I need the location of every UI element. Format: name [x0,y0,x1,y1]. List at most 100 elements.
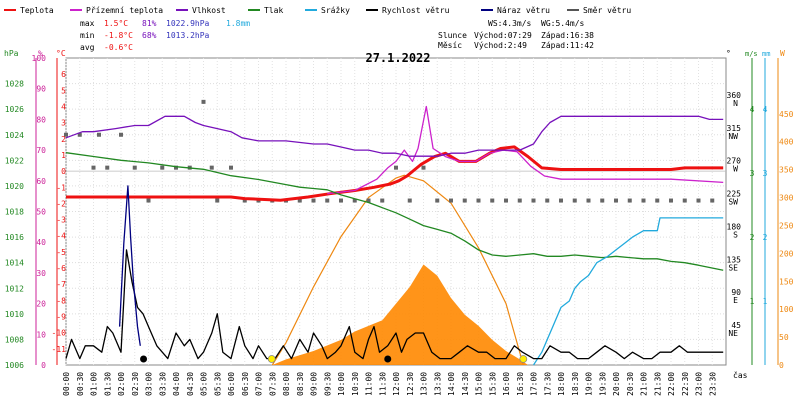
tick-time: 03:00 [145,372,154,396]
moon-marker [384,355,392,363]
tick-time: 01:30 [103,372,112,396]
tick-hpa: 1028 [5,80,24,89]
tick-humidity: 70 [36,146,46,155]
tick-hpa: 1006 [5,361,24,370]
moonset: Západ:11:42 [541,41,594,50]
tick-temp: -3 [56,216,66,225]
sunrise: Východ:07:29 [474,31,532,40]
tick-humidity: 0 [41,361,46,370]
tick-time: 18:00 [557,372,566,396]
legend: Teplota Přízemní teplota Vlhkost Tlak Srážky… [4,6,631,15]
tick-time: 18:30 [571,372,580,396]
tick-time: 09:30 [323,372,332,396]
tick-solar: 400 [779,138,794,147]
stats-block: max 1.5°C 81% 1022.9hPa 1.8mm min -1.8°C 68% 101… [80,19,250,52]
tick-time: 11:00 [365,372,374,396]
tick-temp: -9 [56,313,66,322]
stats-avg-temp: -0.6°C [104,43,133,52]
tick-wind-deg: 270 [727,157,742,166]
wind-dir-point [449,198,453,203]
chart-title-date: 27.1.2022 [365,51,430,65]
legend-label: Přízemní teplota [86,6,163,15]
wind-speed-info: WS:4.3m/s [488,19,532,28]
tick-time: 13:00 [420,372,429,396]
tick-time: 21:30 [653,372,662,396]
tick-temp: 3 [61,119,66,128]
tick-time: 19:30 [598,372,607,396]
tick-wind-label: NW [728,132,738,141]
wind-dir-point [201,99,206,104]
legend-label: Srážky [321,6,350,15]
series-tlak [65,152,724,271]
tick-hpa: 1008 [5,335,24,344]
series-teplota [66,145,724,202]
wind-dir-point [174,165,178,170]
tick-time: 12:30 [406,372,415,396]
tick-humidity: 80 [36,115,46,124]
sun-marker [519,355,528,363]
tick-time: 04:00 [172,372,181,396]
sun-label: Slunce [438,31,467,40]
sun-marker [267,355,276,363]
legend-label: Náraz větru [497,6,550,15]
wind-dir-point [559,198,563,203]
tick-time: 10:30 [351,372,360,396]
tick-wind-ms: 2 [750,233,755,242]
stats-min-press: 1013.2hPa [166,31,210,40]
tick-time: 08:00 [282,372,291,396]
tick-wind-deg: 45 [731,321,741,330]
moon-label: Měsíc [438,41,462,50]
tick-time: 17:00 [530,372,539,396]
wind-dir-point [572,198,577,203]
wind-dir-point [600,198,605,203]
tick-humidity: 40 [36,238,46,247]
wind-dir-point [160,165,165,170]
stats-max-temp: 1.5°C [104,19,128,28]
tick-temp: -6 [56,264,66,273]
wind-dir-point [146,198,151,203]
unit-temp: °C [56,49,66,58]
tick-temp: -10 [52,329,67,338]
wind-dir-point [394,165,398,170]
tick-wind-deg: 225 [727,190,742,199]
wind-dir-point [132,165,137,170]
tick-solar: 150 [779,277,794,286]
tick-time: 00:30 [76,372,85,396]
series-rychlost-vetru [65,249,724,360]
tick-rain: 1 [763,297,768,306]
tick-time: 03:30 [158,372,167,396]
tick-time: 06:30 [241,372,250,396]
tick-time: 21:00 [640,372,649,396]
tick-time: 07:00 [255,372,264,396]
tick-solar: 300 [779,194,794,203]
wind-dir-point [696,198,701,203]
tick-hpa: 1012 [5,284,24,293]
tick-wind-label: SE [728,263,738,272]
tick-time: 12:00 [392,372,401,396]
tick-time: 00:00 [62,372,71,396]
tick-time: 13:30 [433,372,442,396]
wind-dir-point [119,132,123,137]
stats-max-hum: 81% [142,19,157,28]
tick-time: 17:30 [543,372,552,396]
unit-ms: m/s [745,50,758,58]
tick-time: 14:00 [447,372,456,396]
tick-temp: -7 [56,280,66,289]
axis-solar: 0 50 100 150 200 250 300 350 400 450 [779,110,794,370]
tick-time: 06:00 [227,372,236,396]
tick-temp: -5 [56,248,66,257]
wind-dir-point [97,132,101,137]
series-prizemni-teplota [327,105,724,195]
wind-dir-point [242,198,247,203]
tick-time: 05:30 [213,372,222,396]
x-axis-label: čas [733,370,748,380]
tick-time: 16:00 [502,372,511,396]
tick-solar: 250 [779,221,794,230]
tick-time: 05:00 [200,372,209,396]
wind-dir-point [517,198,522,203]
wind-dir-point [710,198,715,203]
tick-time: 23:00 [695,372,704,396]
